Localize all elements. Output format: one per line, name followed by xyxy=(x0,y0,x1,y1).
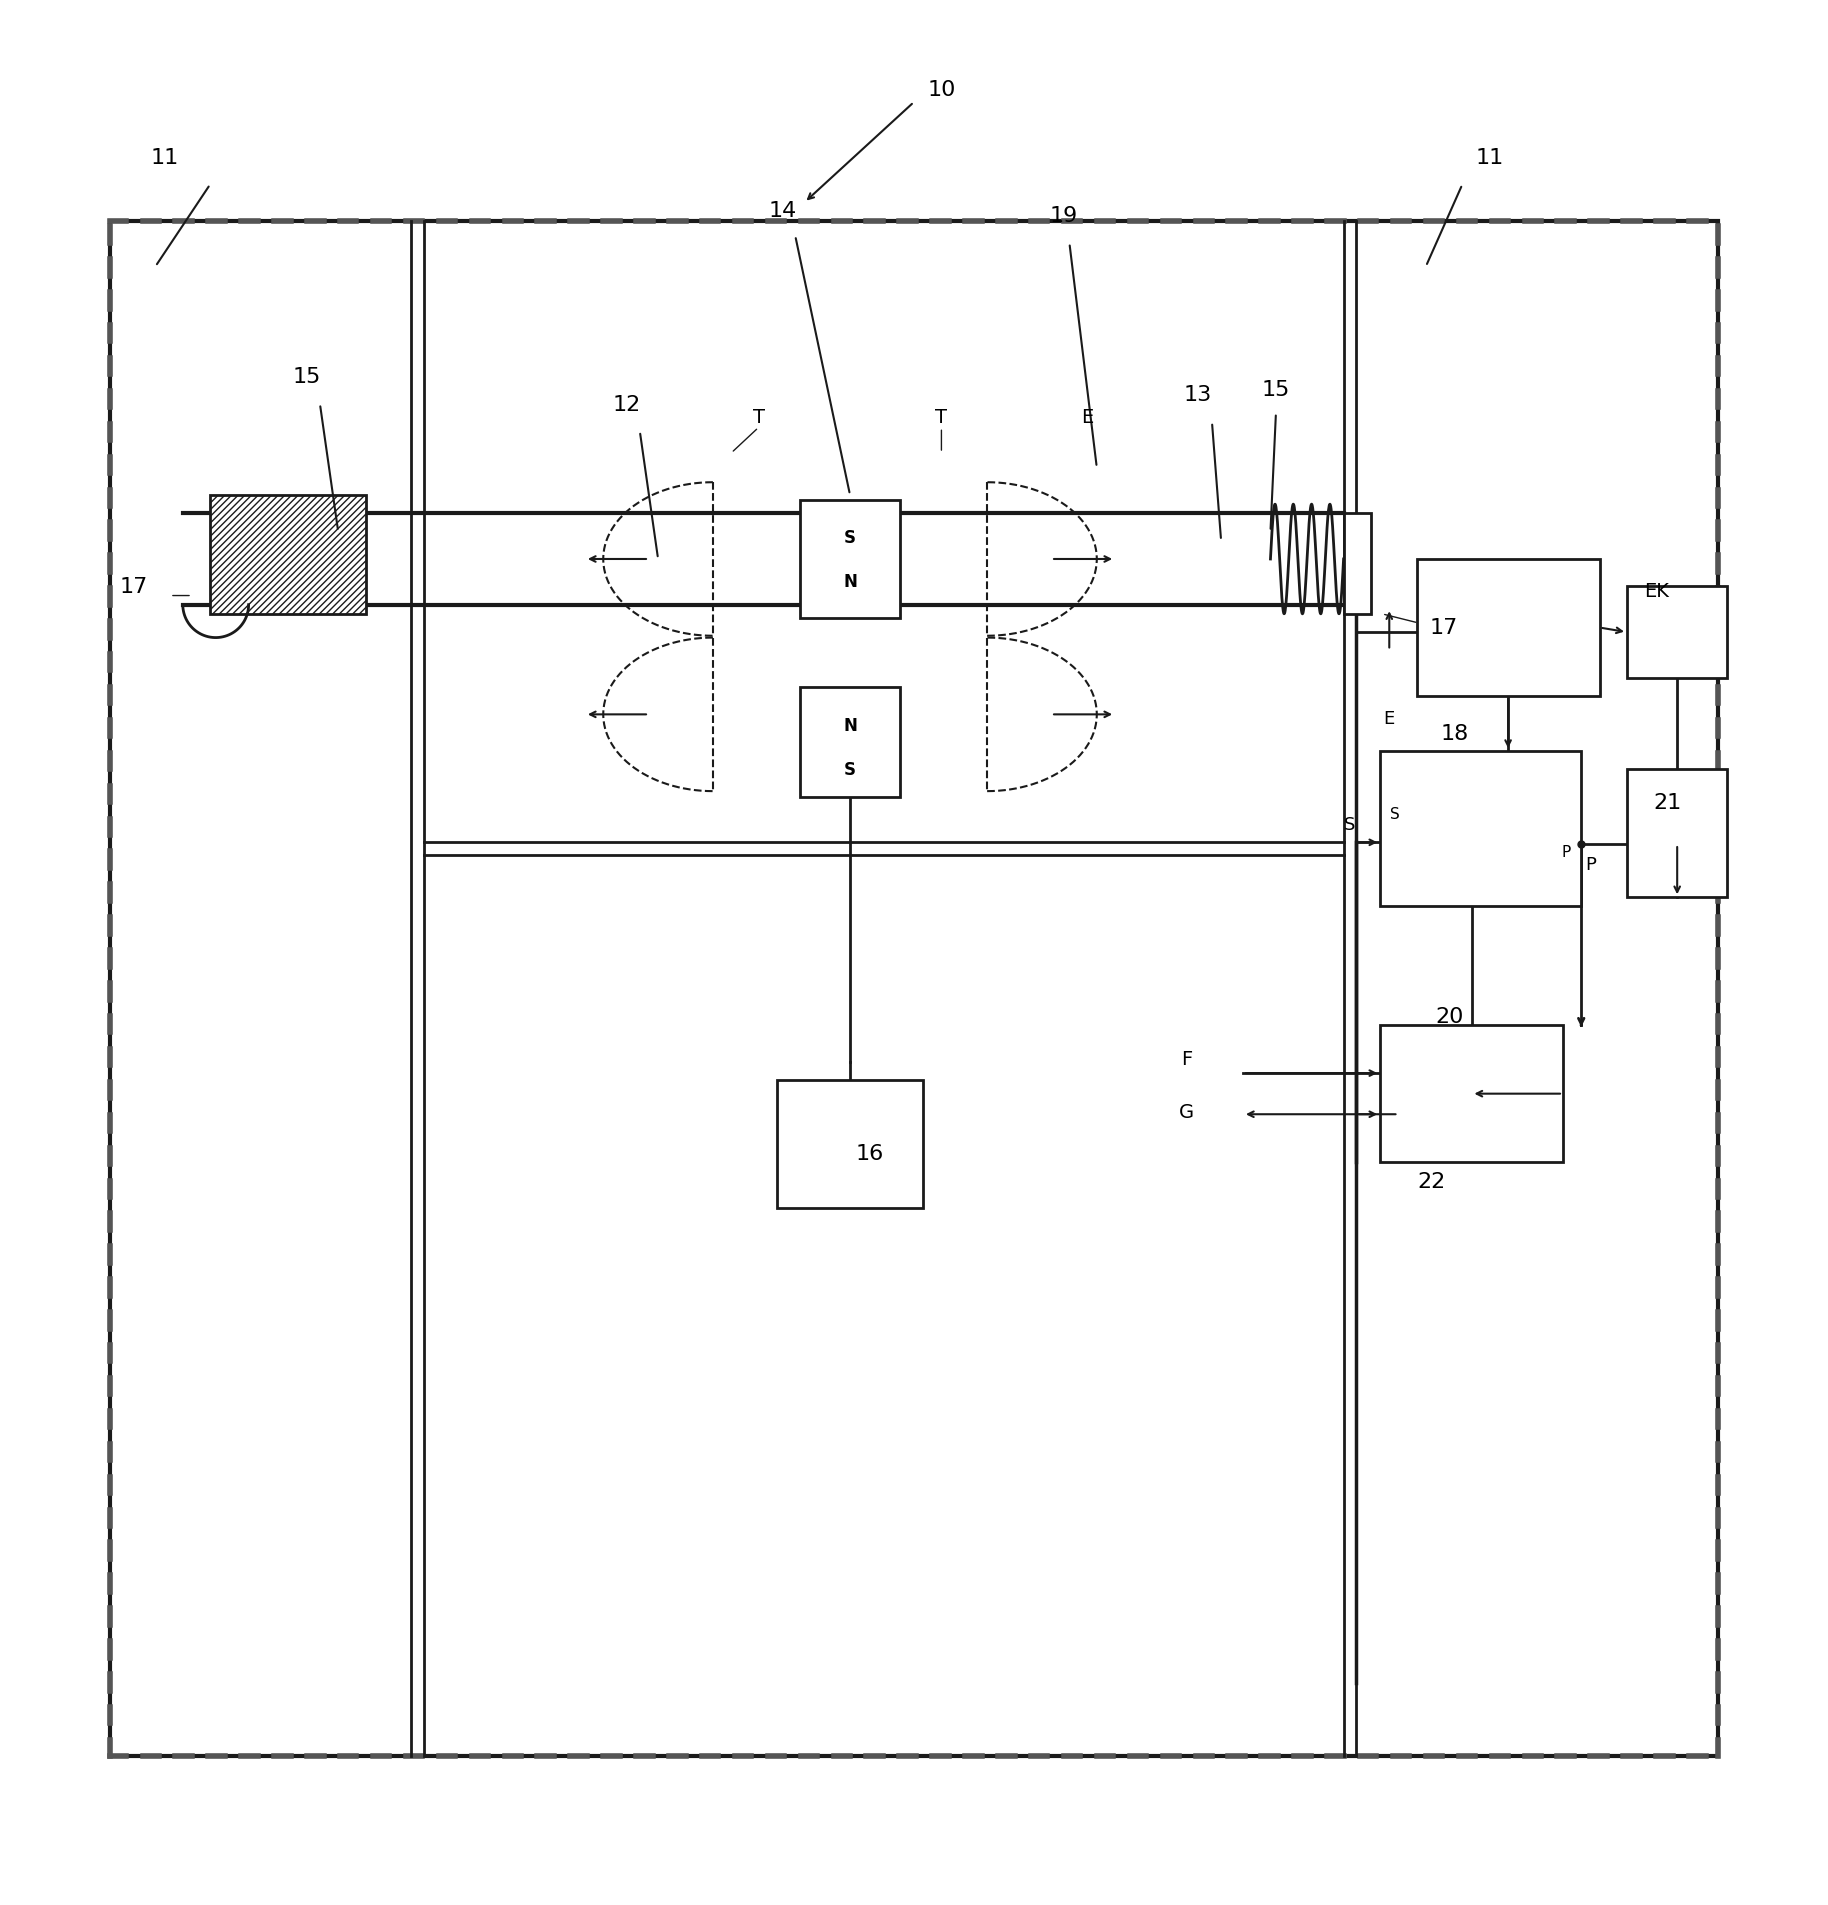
Text: S: S xyxy=(845,530,856,547)
Text: N: N xyxy=(843,716,857,735)
Text: 22: 22 xyxy=(1417,1172,1446,1191)
FancyBboxPatch shape xyxy=(110,221,1718,1756)
Text: N: N xyxy=(843,573,857,591)
Text: 16: 16 xyxy=(856,1143,885,1164)
FancyBboxPatch shape xyxy=(777,1080,923,1208)
FancyBboxPatch shape xyxy=(1380,1025,1563,1162)
FancyBboxPatch shape xyxy=(801,688,899,796)
Text: 20: 20 xyxy=(1435,1006,1464,1027)
Text: T: T xyxy=(936,408,947,427)
Text: 10: 10 xyxy=(927,80,956,101)
FancyBboxPatch shape xyxy=(1627,587,1727,678)
Text: S: S xyxy=(1344,815,1355,834)
Text: 21: 21 xyxy=(1653,792,1682,813)
FancyBboxPatch shape xyxy=(1627,770,1727,897)
Text: G: G xyxy=(1179,1101,1194,1120)
Text: 19: 19 xyxy=(1049,206,1079,227)
Text: 13: 13 xyxy=(1183,385,1212,406)
Text: 12: 12 xyxy=(612,394,642,415)
Text: EK: EK xyxy=(1643,581,1669,600)
Text: S: S xyxy=(1389,806,1400,821)
Text: 17: 17 xyxy=(119,577,148,596)
FancyBboxPatch shape xyxy=(1344,514,1371,615)
Text: 14: 14 xyxy=(768,200,797,221)
FancyBboxPatch shape xyxy=(801,501,899,619)
Text: F: F xyxy=(1181,1050,1192,1069)
Text: 15: 15 xyxy=(1261,379,1291,400)
Text: E: E xyxy=(1384,711,1395,728)
Text: S: S xyxy=(845,760,856,779)
Text: P: P xyxy=(1585,855,1596,874)
Text: E: E xyxy=(1082,408,1093,427)
FancyBboxPatch shape xyxy=(1380,752,1581,907)
Text: 18: 18 xyxy=(1440,724,1470,743)
Text: 11: 11 xyxy=(150,149,179,168)
Text: 17: 17 xyxy=(1429,617,1459,638)
FancyBboxPatch shape xyxy=(1417,560,1600,697)
Bar xyxy=(210,495,366,615)
Text: 11: 11 xyxy=(1475,149,1504,168)
Text: 15: 15 xyxy=(292,368,322,387)
Text: T: T xyxy=(753,408,764,427)
Text: P: P xyxy=(1561,846,1572,859)
